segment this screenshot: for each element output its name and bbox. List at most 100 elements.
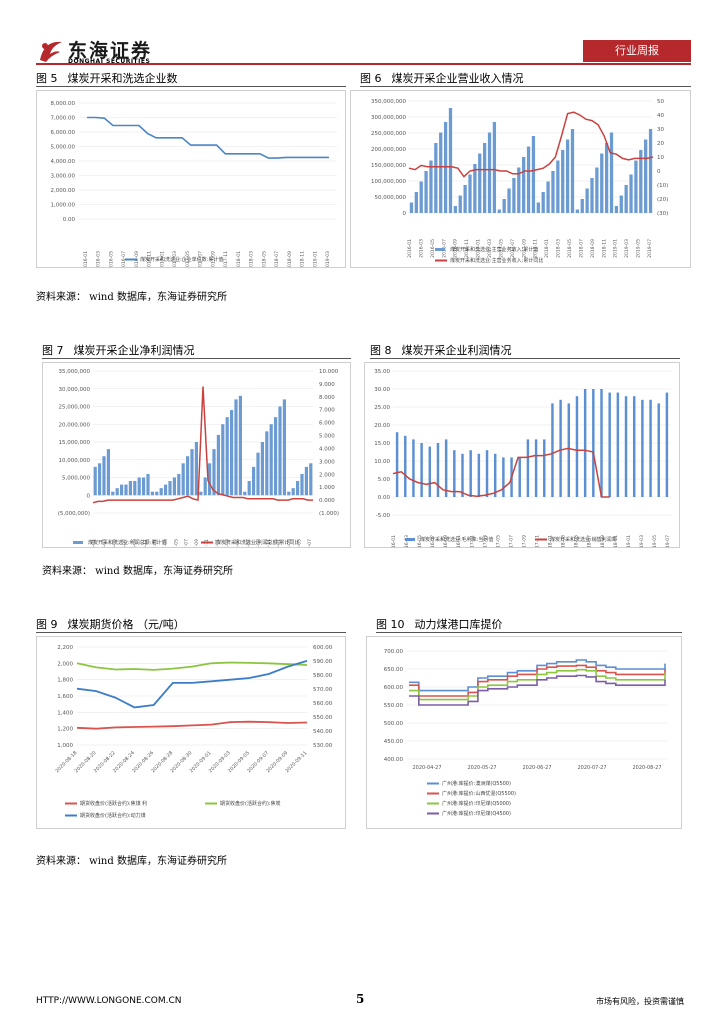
f9-series-2 [76,660,308,709]
f8-xtick-0: 2016-01 [391,535,397,548]
f6-xtick-21: 2019-07 [647,239,653,258]
f9-ytick-right-7: 530.00 [313,743,333,749]
f6-bar-25 [531,136,536,213]
f7-ytick-left-4: 15,000,000 [59,440,91,446]
f10-series-0 [409,659,666,692]
f7-bar-35 [247,481,251,496]
f5-xtick-6: 2017-01 [159,251,165,268]
f8-xtick-15: 2018-07 [587,535,593,548]
f7-ytick-right-10: 0.000 [319,498,335,504]
f8-bar-8 [461,453,464,497]
f8-bar-17 [534,439,538,497]
f7-bar-12 [146,473,150,496]
f6-bar-35 [580,199,584,213]
f6-ytick-right-7: (20) [657,197,668,203]
f6-bar-2 [419,181,423,213]
f7-bar-10 [137,477,141,496]
f10-legend-1-label: 广州港:库提价:山西优混(Q5500) [442,790,516,797]
f8-ytick-5: 10.00 [374,459,390,465]
f8-xtick-3: 2016-07 [430,535,436,548]
f7-bar-1 [98,463,102,496]
f5-xtick-8: 2017-05 [185,251,191,268]
f6-bar-43 [619,195,623,213]
f10-series-1 [409,664,666,697]
f5-xtick-16: 2018-09 [287,251,293,268]
f10-legend-2-label: 广州港:库提价:印尼煤(Q5000) [442,800,511,807]
f7-bar-2 [102,456,106,496]
f6-ytick-right-4: 10 [657,155,664,161]
f7-xtick-15: 2018-07 [245,539,251,548]
f10-ytick-3: 550.00 [384,703,404,709]
f7-bar-43 [282,399,286,496]
f6-bar-30 [556,160,560,213]
f8-bar-32 [657,403,660,497]
f7-bar-23 [194,442,198,496]
f6-ytick-left-2: 250,000,000 [371,131,406,137]
f6-bar-4 [429,160,433,213]
figure-9-number: 图 9 [36,618,58,631]
source-note-1: 资料来源： wind 数据库，东海证券研究所 [36,292,227,303]
f9-ytick-right-4: 560.00 [313,701,333,707]
f6-xtick-7: 2017-03 [487,239,493,258]
f8-xtick-11: 2017-11 [535,535,541,548]
f7-bar-13 [150,491,154,496]
f7-xtick-0: 2016-01 [91,539,97,548]
f7-bar-26 [208,463,212,496]
f8-bar-29 [632,396,636,497]
f9-legend-0-label: 期货收盘价(活跃合约):焦煤 利 [80,800,147,807]
f5-ytick-1: 7,000.00 [51,116,76,122]
f8-ytick-6: 5.00 [378,477,391,483]
f7-xtick-5: 2016-11 [142,539,148,548]
f8-xtick-5: 2016-11 [456,535,462,548]
f8-xtick-12: 2018-01 [548,535,554,548]
f7-bar-39 [265,431,269,496]
report-type-badge: 行业周报 [583,40,691,62]
f8-xtick-9: 2017-07 [508,535,514,548]
f6-ytick-right-1: 40 [657,113,664,119]
f6-ytick-left-4: 150,000,000 [371,163,406,169]
f7-bar-31 [230,410,234,496]
f7-bar-14 [155,491,159,496]
f7-bar-40 [269,424,273,496]
figure-7-number: 图 7 [42,344,64,357]
f7-xtick-14: 2018-05 [235,539,241,548]
f6-bar-41 [609,132,614,213]
f7-ytick-right-5: 5.000 [319,434,335,440]
f7-xtick-18: 2019-01 [276,539,282,548]
f8-bar-10 [477,453,481,497]
f8-bar-21 [567,403,571,497]
figure-7-rule [42,358,351,359]
f7-legend-bars-label: 煤炭开采和洗选业:利润总额:累计值 [88,539,166,546]
f5-ytick-8: 0.00 [63,217,76,223]
f6-bar-49 [648,129,653,213]
f7-bar-16 [164,484,168,496]
f7-bar-47 [300,473,304,496]
f6-bar-44 [624,185,628,213]
f7-bar-22 [190,449,194,496]
f6-bar-47 [639,150,643,213]
f7-bar-4 [111,491,115,496]
f8-xtick-13: 2018-03 [561,535,567,548]
f6-bar-9 [453,206,457,213]
f8-ytick-4: 15.00 [374,441,390,447]
f8-bar-22 [575,396,579,497]
f9-ytick-left-5: 1,200 [57,727,73,733]
f8-xtick-1: 2016-03 [404,535,410,548]
f7-ytick-right-2: 8.000 [319,395,335,401]
logo-text-cn: 东海证券 [68,40,153,62]
f6-bar-33 [570,129,575,213]
f9-ytick-right-0: 600.00 [313,645,333,651]
f7-bar-42 [278,406,282,496]
f6-xtick-17: 2018-11 [601,239,607,258]
f6-legend-bars-swatch [435,248,445,251]
f9-ytick-left-4: 1,400 [57,710,73,716]
f7-bar-3 [106,449,110,496]
f7-bar-41 [274,417,278,496]
f7-ytick-right-11: (1.000) [319,511,339,517]
f7-ytick-right-9: 1.000 [319,485,335,491]
f6-bar-13 [473,164,477,213]
f10-legend-0-label: 广州港:库提价:澳洲煤(Q5500) [442,780,511,787]
f8-bar-28 [624,396,628,497]
f6-bar-28 [546,181,550,213]
logo-mark-icon [40,41,62,62]
